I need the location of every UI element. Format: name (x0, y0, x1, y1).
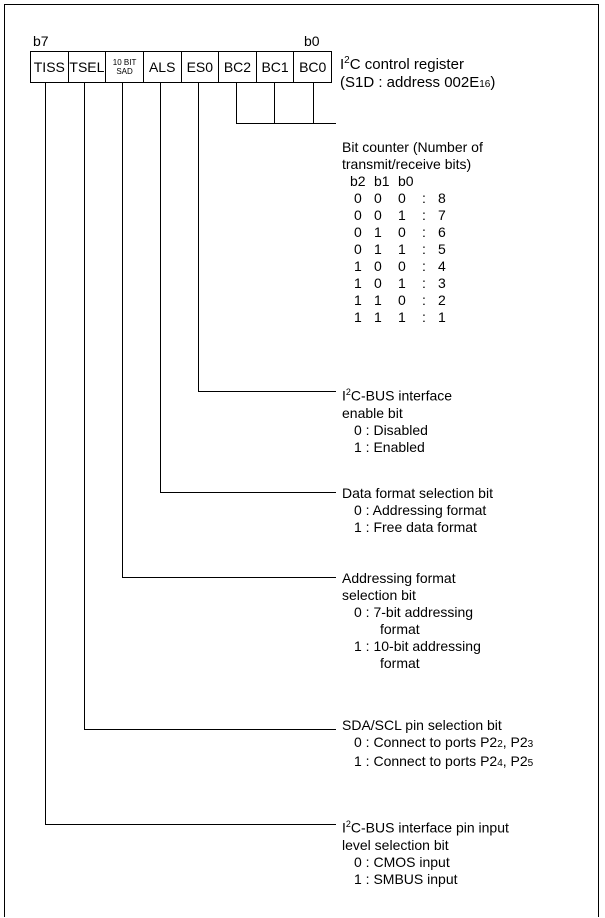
cell-bc1: BC1 (255, 52, 294, 82)
cell-bc2: BC2 (218, 52, 256, 82)
sad-title-1: Addressing format (342, 570, 456, 586)
cell-als: ALS (142, 52, 181, 82)
sad-option-0: 0 : 7-bit addressing (354, 604, 474, 620)
sad-title-2: selection bit (342, 587, 416, 603)
cell-es0: ES0 (180, 52, 219, 82)
als-desc: Data format selection bit 0 : Addressing… (342, 485, 493, 536)
bit-counter-title-2: transmit/receive bits) (342, 156, 472, 172)
tsel-option-0: 0 : Connect to ports P22, P23 (354, 734, 534, 750)
tiss-title-1: I2C-BUS interface pin input (342, 819, 509, 836)
cell-bc0: BC0 (293, 52, 331, 82)
bit-counter-header: b2 b1 b0 (350, 173, 414, 189)
tiss-option-1: 1 : SMBUS input (354, 870, 458, 887)
sad-desc: Addressing format selection bit 0 : 7-bi… (342, 570, 481, 672)
diagram-frame (4, 4, 599, 917)
tsel-option-1: 1 : Connect to ports P24, P25 (354, 753, 534, 769)
tiss-option-0: 0 : CMOS input (354, 853, 450, 870)
tsel-desc: SDA/SCL pin selection bit 0 : Connect to… (342, 717, 533, 772)
register-box: TISS TSEL 10 BIT SAD ALS ES0 BC2 BC1 BC0 (30, 51, 332, 83)
es0-title-1: I2C-BUS interface (342, 387, 453, 404)
cell-10bit-sad: 10 BIT SAD (105, 52, 143, 82)
sad-option-0-cont: format (380, 621, 420, 637)
als-title: Data format selection bit (342, 485, 493, 501)
als-option-0: 0 : Addressing format (354, 502, 487, 518)
cell-tsel: TSEL (67, 52, 106, 82)
bit-label-b0: b0 (304, 33, 320, 49)
es0-title-2: enable bit (342, 404, 403, 421)
sad-option-1-cont: format (380, 655, 420, 671)
tiss-title-2: level selection bit (342, 836, 449, 853)
cell-tiss: TISS (33, 59, 65, 75)
es0-option-0: 0 : Disabled (354, 421, 428, 438)
es0-desc: I2C-BUS interface enable bit 0 : Disable… (342, 384, 452, 456)
cell-sad-label: SAD (116, 67, 133, 76)
als-option-1: 1 : Free data format (354, 519, 477, 535)
tsel-title: SDA/SCL pin selection bit (342, 717, 502, 733)
tiss-desc: I2C-BUS interface pin input level select… (342, 816, 509, 888)
bit-label-b7: b7 (33, 33, 49, 49)
bit-counter-desc: Bit counter (Number of transmit/receive … (342, 139, 483, 326)
sad-option-1: 1 : 10-bit addressing (354, 638, 481, 654)
bit-counter-title-1: Bit counter (Number of (342, 139, 483, 155)
cell-10bit-label: 10 BIT (112, 58, 137, 67)
es0-option-1: 1 : Enabled (354, 438, 425, 455)
register-title: I2C control register (S1D : address 002E… (340, 55, 496, 91)
